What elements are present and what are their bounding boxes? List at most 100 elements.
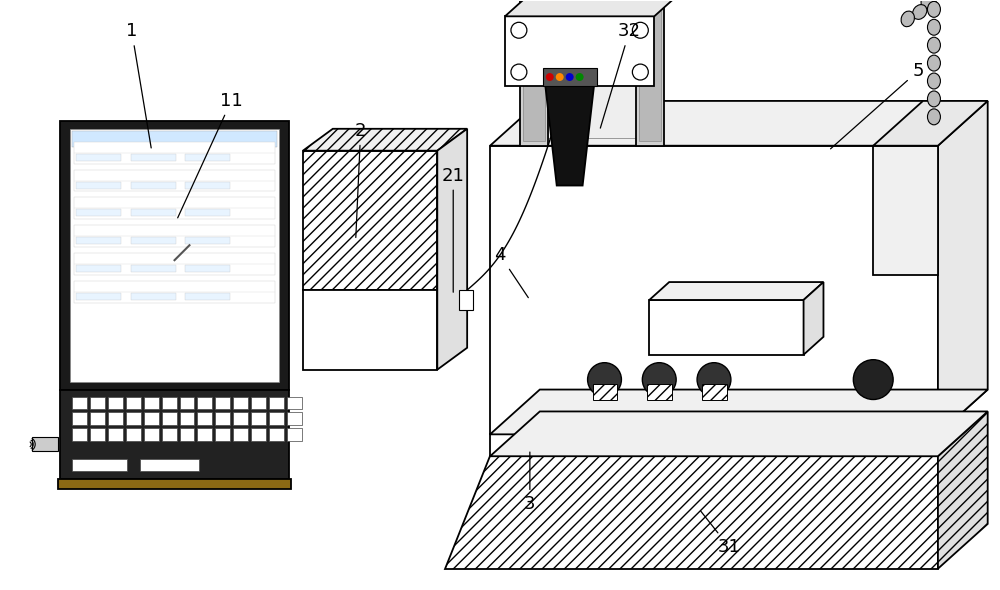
Bar — [90, 396, 105, 409]
Bar — [131, 237, 176, 244]
Polygon shape — [649, 282, 823, 300]
Bar — [215, 396, 230, 409]
Polygon shape — [490, 411, 988, 456]
Bar — [185, 293, 230, 300]
Bar — [233, 428, 248, 441]
Ellipse shape — [921, 0, 936, 8]
Polygon shape — [505, 0, 674, 17]
Bar — [287, 428, 302, 441]
Circle shape — [511, 22, 527, 38]
Bar — [269, 428, 284, 441]
Bar — [505, 17, 654, 86]
Bar — [702, 384, 727, 399]
Bar — [185, 182, 230, 188]
Bar — [215, 412, 230, 425]
Ellipse shape — [927, 109, 940, 125]
Bar — [303, 150, 437, 290]
Bar — [131, 209, 176, 217]
Bar — [520, 0, 548, 146]
Bar — [233, 396, 248, 409]
Bar — [490, 434, 938, 456]
Circle shape — [588, 363, 621, 396]
Bar — [60, 121, 289, 389]
Bar — [72, 459, 127, 471]
Circle shape — [853, 360, 893, 399]
Bar — [74, 142, 275, 163]
Ellipse shape — [927, 55, 940, 71]
Text: 1: 1 — [126, 22, 151, 148]
Circle shape — [576, 73, 584, 81]
Bar — [76, 265, 121, 272]
Bar — [74, 198, 275, 219]
Polygon shape — [545, 81, 595, 185]
Bar — [185, 265, 230, 272]
Bar — [126, 396, 141, 409]
Ellipse shape — [927, 19, 940, 35]
Bar — [303, 290, 437, 370]
Bar — [140, 459, 199, 471]
Text: 2: 2 — [355, 122, 366, 238]
Bar — [185, 237, 230, 244]
Bar — [215, 428, 230, 441]
Bar — [60, 389, 289, 479]
Circle shape — [632, 22, 648, 38]
Text: 32: 32 — [600, 22, 641, 128]
Text: 31: 31 — [701, 511, 740, 556]
Bar — [76, 153, 121, 160]
Polygon shape — [303, 129, 467, 150]
Bar — [180, 396, 194, 409]
Bar — [90, 428, 105, 441]
Bar — [197, 428, 212, 441]
Bar — [32, 437, 58, 451]
Polygon shape — [490, 101, 988, 146]
Circle shape — [556, 73, 564, 81]
Text: 5: 5 — [831, 62, 924, 149]
Bar — [131, 182, 176, 188]
Polygon shape — [804, 282, 823, 355]
Ellipse shape — [927, 37, 940, 53]
Bar — [131, 265, 176, 272]
Polygon shape — [938, 411, 988, 569]
Polygon shape — [938, 101, 988, 434]
Bar — [58, 479, 291, 489]
Ellipse shape — [901, 11, 914, 27]
Bar — [70, 129, 279, 382]
Circle shape — [632, 64, 648, 80]
Circle shape — [697, 363, 731, 396]
Bar — [74, 225, 275, 247]
Bar — [639, 0, 661, 141]
Bar — [251, 396, 266, 409]
Ellipse shape — [913, 5, 927, 19]
Bar — [144, 428, 159, 441]
Bar — [144, 412, 159, 425]
Polygon shape — [490, 389, 988, 434]
Bar — [251, 412, 266, 425]
Polygon shape — [437, 129, 467, 370]
Text: 4: 4 — [494, 246, 528, 298]
Bar — [162, 412, 177, 425]
Circle shape — [642, 363, 676, 396]
Bar — [108, 396, 123, 409]
Bar — [126, 428, 141, 441]
Bar — [873, 146, 938, 275]
Bar — [76, 237, 121, 244]
Bar — [523, 0, 545, 141]
Bar — [548, 0, 636, 137]
Circle shape — [546, 73, 554, 81]
Bar — [72, 131, 277, 147]
Bar — [131, 153, 176, 160]
Bar — [649, 300, 804, 355]
Text: 21: 21 — [442, 166, 465, 292]
Ellipse shape — [927, 1, 940, 17]
Polygon shape — [873, 101, 988, 146]
Bar — [185, 153, 230, 160]
Bar — [647, 384, 672, 399]
Text: 3: 3 — [524, 452, 536, 513]
Bar — [287, 396, 302, 409]
Bar — [108, 428, 123, 441]
Bar — [76, 182, 121, 188]
Bar — [90, 412, 105, 425]
Ellipse shape — [927, 73, 940, 89]
Bar — [72, 412, 87, 425]
Bar — [108, 412, 123, 425]
